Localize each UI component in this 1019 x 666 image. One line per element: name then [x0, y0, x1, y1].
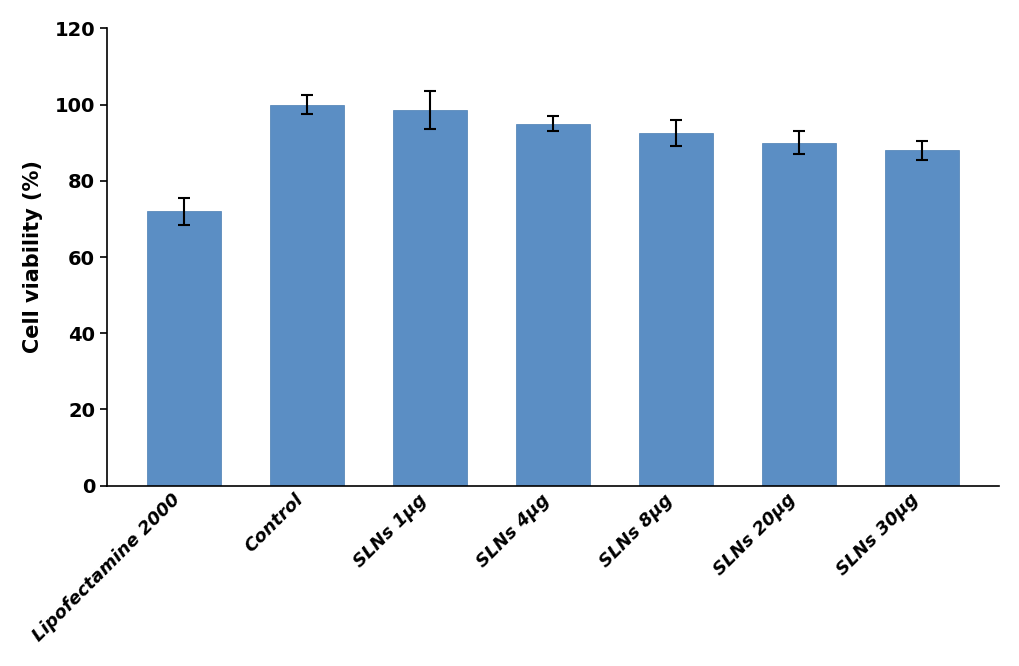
Bar	[761, 143, 835, 486]
Bar	[393, 111, 467, 486]
Bar	[270, 105, 343, 486]
Bar	[639, 133, 712, 486]
Bar	[516, 124, 589, 486]
Bar	[884, 151, 958, 486]
Y-axis label: Cell viability (%): Cell viability (%)	[23, 161, 43, 354]
Bar	[147, 211, 221, 486]
